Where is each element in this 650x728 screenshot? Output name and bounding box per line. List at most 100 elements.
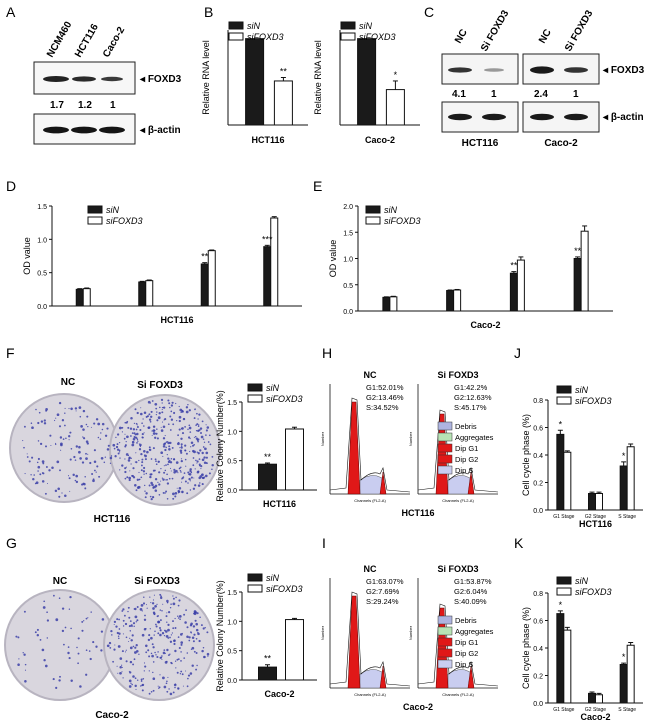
- colony: [106, 448, 110, 451]
- colony: [119, 457, 121, 459]
- significance-marker: **: [201, 252, 209, 262]
- colony: [92, 479, 95, 483]
- colony: [195, 429, 198, 432]
- colony: [172, 691, 175, 694]
- colony: [136, 606, 139, 608]
- colony: [196, 460, 199, 463]
- colony: [155, 432, 158, 435]
- colony: [163, 685, 167, 689]
- legend-label: siFOXD3: [266, 394, 303, 404]
- colony: [133, 436, 136, 439]
- colony: [205, 424, 207, 426]
- flow-legend-swatch: [437, 637, 453, 647]
- colony: [23, 425, 26, 428]
- panel-letter-i: I: [322, 535, 326, 551]
- colony: [153, 429, 156, 432]
- colony: [177, 636, 180, 638]
- y-axis-label: OD value: [22, 237, 32, 275]
- panel-letter-a: A: [6, 4, 16, 20]
- colony: [31, 426, 34, 430]
- colony: [68, 477, 71, 480]
- flow-stat: G1:52.01%: [366, 383, 404, 392]
- colony: [130, 457, 132, 460]
- colony: [132, 467, 135, 470]
- colony: [198, 429, 201, 432]
- colony: [177, 658, 180, 660]
- significance-marker: **: [264, 452, 272, 462]
- x-axis-label: Channels (FL2-A): [354, 692, 386, 697]
- colony: [165, 441, 168, 443]
- colony: [188, 477, 191, 481]
- image-cell-label: HCT116: [94, 514, 131, 525]
- y-axis-label: Number: [320, 431, 325, 446]
- y-tick-label: 0.0: [37, 304, 47, 311]
- band: [71, 126, 97, 134]
- colony: [192, 444, 194, 447]
- colony: [176, 658, 179, 661]
- colony: [122, 677, 124, 679]
- colony: [158, 460, 160, 463]
- colony: [177, 442, 180, 446]
- flow-cell-label: HCT116: [401, 508, 434, 518]
- colony: [61, 492, 63, 494]
- colony: [149, 420, 152, 423]
- colony: [155, 413, 158, 416]
- colony: [68, 657, 71, 660]
- colony: [104, 434, 108, 437]
- colony: [175, 402, 177, 405]
- colony: [163, 471, 166, 474]
- x-axis-label: HCT116: [251, 135, 284, 145]
- colony: [196, 470, 200, 474]
- colony: [36, 628, 39, 631]
- bar-sifoxd3: [453, 289, 462, 312]
- colony: [181, 410, 184, 413]
- colony: [17, 636, 20, 639]
- colony: [155, 487, 157, 489]
- colony: [164, 435, 166, 437]
- colony: [177, 604, 180, 607]
- colony: [161, 402, 163, 404]
- colony: [121, 664, 123, 666]
- colony: [113, 447, 116, 450]
- colony: [166, 690, 169, 693]
- colony: [118, 645, 120, 647]
- colony: [58, 495, 61, 498]
- colony: [167, 654, 170, 657]
- image-label: Si FOXD3: [137, 380, 183, 391]
- colony: [88, 650, 91, 652]
- colony: [179, 446, 181, 449]
- colony: [43, 419, 46, 422]
- colony: [173, 639, 176, 642]
- colony: [128, 641, 130, 642]
- colony: [178, 646, 181, 650]
- colony: [116, 433, 120, 436]
- colony: [170, 634, 173, 636]
- colony: [134, 677, 137, 680]
- colony: [193, 450, 196, 454]
- colony: [211, 455, 214, 458]
- colony: [137, 439, 139, 441]
- colony: [143, 618, 147, 622]
- bar-sifoxd3: [563, 451, 572, 511]
- flow-legend-label: Dip G2: [455, 455, 478, 464]
- colony: [109, 462, 112, 464]
- colony: [82, 409, 86, 413]
- colony: [200, 624, 203, 627]
- colony: [185, 465, 187, 467]
- flow-legend-label: Dip G2: [455, 649, 478, 658]
- legend-swatch: [228, 21, 244, 30]
- colony: [121, 464, 124, 467]
- colony: [193, 436, 195, 438]
- bar-sifoxd3: [563, 629, 572, 704]
- colony: [180, 428, 183, 430]
- legend-swatch: [365, 205, 381, 214]
- colony: [54, 419, 56, 422]
- colony: [130, 435, 132, 437]
- flow-stat: G2:13.46%: [366, 393, 404, 402]
- colony: [181, 673, 184, 676]
- lane-label: NC: [453, 27, 470, 45]
- colony: [136, 424, 138, 426]
- colony: [56, 460, 60, 464]
- colony: [150, 497, 153, 501]
- colony: [201, 483, 204, 486]
